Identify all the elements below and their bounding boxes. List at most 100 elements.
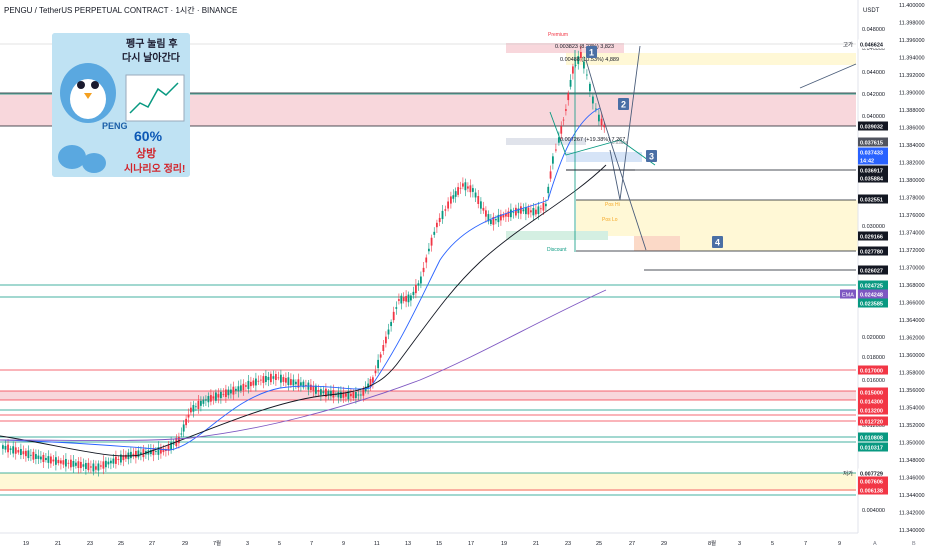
candle-body — [77, 461, 80, 469]
candle-body — [282, 377, 285, 382]
price-tag-box — [858, 396, 888, 406]
candle-body — [422, 267, 425, 273]
time-tick: 7 — [804, 541, 807, 547]
candle-body — [137, 450, 140, 458]
candle-body — [97, 463, 100, 471]
price-tag: 0.010808 — [860, 436, 883, 442]
right-axis-bg — [858, 0, 932, 550]
candle-body — [532, 208, 535, 216]
price-tag-box — [858, 416, 888, 426]
idea-thumbnail[interactable]: 펭구 눌림 후 다시 날아간다 PENG 60% 상방 시나리오 정리! — [52, 33, 190, 177]
price-tag-prefix: 고가 — [843, 41, 853, 49]
candle-body — [598, 114, 600, 122]
candle-body — [377, 359, 379, 369]
yellow-zone-mid — [576, 200, 858, 236]
candle-body — [369, 379, 372, 387]
candle-body — [152, 448, 155, 456]
candle-body — [235, 388, 237, 391]
right-scale-tick: 11.358000 — [899, 371, 925, 377]
price-tag-box — [858, 165, 888, 175]
candle-body — [247, 380, 250, 390]
candle-body — [515, 207, 517, 216]
price-tag-box — [858, 485, 888, 495]
candle-body — [295, 381, 297, 385]
right-scale-tick: 11.352000 — [899, 423, 925, 429]
candle-body — [75, 462, 77, 466]
price-tag-box — [858, 147, 888, 157]
ote-high-label: 0.003823 (8.23%) 3,823 — [555, 44, 614, 50]
candle-body — [428, 248, 430, 252]
time-tick: 23 — [87, 541, 93, 547]
discount-label: Discount — [547, 247, 567, 253]
candle-body — [197, 400, 200, 410]
right-scale-tick: 11.390000 — [899, 91, 925, 97]
candle-body — [325, 388, 327, 397]
path-up-2 — [799, 63, 857, 89]
price-tag-box — [858, 265, 888, 275]
candle-body — [297, 379, 300, 388]
orange-zone — [634, 236, 680, 251]
candle-body — [385, 336, 387, 344]
candle-body — [47, 456, 50, 463]
candle-body — [603, 124, 606, 128]
candle-body — [80, 461, 82, 469]
time-tick: 13 — [405, 541, 411, 547]
candle-body — [412, 291, 415, 296]
candle-body — [102, 461, 105, 469]
candle-body — [586, 74, 588, 76]
candle-body — [180, 433, 183, 435]
candle-body — [92, 463, 95, 472]
right-scale-tick: 11.346000 — [899, 476, 925, 482]
target-zone — [680, 236, 858, 251]
candle-body — [577, 56, 580, 64]
candle-body — [374, 370, 377, 374]
price-tag: 0.010317 — [860, 446, 883, 452]
candle-body — [150, 449, 152, 455]
candle-body — [387, 329, 390, 335]
time-tick: 11 — [374, 541, 380, 547]
candle-body — [157, 447, 160, 455]
path-up-1 — [609, 45, 641, 201]
candle-body — [430, 237, 433, 246]
left-scale-tick: 0.040000 — [862, 114, 885, 120]
candle-body — [245, 385, 247, 387]
candle-body — [212, 396, 215, 399]
candle-body — [25, 450, 27, 457]
ema-fast-line — [0, 107, 601, 451]
candle-body — [232, 386, 235, 395]
candle-body — [260, 379, 262, 381]
candle-body — [277, 377, 280, 379]
left-scale-tick: 0.044000 — [862, 70, 885, 76]
candle-body — [540, 208, 542, 210]
candle-body — [562, 119, 565, 121]
time-tick: 17 — [468, 541, 474, 547]
candle-body — [441, 210, 444, 220]
candle-body — [360, 394, 362, 396]
time-tick: 3 — [246, 541, 249, 547]
candle-body — [222, 394, 225, 395]
candle-body — [433, 231, 436, 235]
candle-body — [305, 384, 307, 386]
candle-body — [167, 445, 170, 451]
time-tick: 29 — [182, 541, 188, 547]
price-tag: 0.029166 — [860, 235, 883, 241]
candle-body — [454, 191, 457, 197]
price-tag: 0.039032 — [860, 125, 883, 131]
candle-body — [395, 307, 398, 309]
left-scale-tick: 0.012000 — [862, 423, 885, 429]
price-tag: 0.024725 — [860, 284, 883, 290]
time-tick: 29 — [661, 541, 667, 547]
time-tick: 9 — [838, 541, 841, 547]
candle-body — [45, 457, 47, 461]
candle-body — [215, 392, 217, 401]
candle-body — [362, 388, 365, 396]
candle-body — [60, 460, 62, 464]
candle-body — [120, 454, 122, 463]
candle-body — [490, 220, 492, 224]
right-scale-tick: 11.362000 — [899, 336, 925, 342]
candle-body — [237, 386, 240, 392]
candle-body — [57, 459, 60, 464]
left-scale-tick: 0.048000 — [862, 27, 885, 33]
price-tag-box — [858, 246, 888, 256]
